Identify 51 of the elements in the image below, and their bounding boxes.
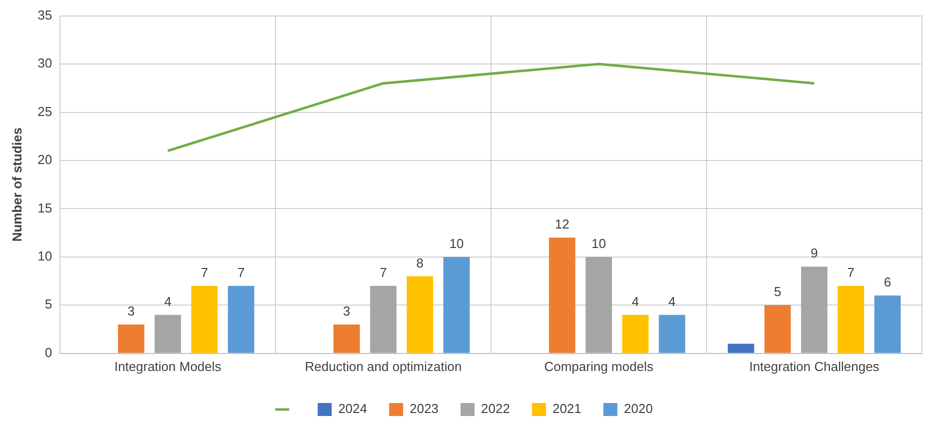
data-label: 4 [164, 294, 172, 309]
data-label: 7 [847, 264, 855, 280]
x-tick-label: Comparing models [544, 358, 654, 374]
data-label: 6 [884, 274, 892, 290]
x-tick-label: Integration Challenges [749, 358, 880, 374]
y-axis-title: Number of studies [9, 128, 24, 242]
bar [370, 286, 396, 353]
data-label: 8 [416, 255, 424, 270]
data-label: 10 [592, 236, 606, 252]
bar [406, 276, 434, 353]
bar [154, 314, 181, 353]
bar [118, 324, 144, 353]
bar [764, 305, 791, 353]
bar [658, 314, 686, 353]
y-tick-label: 25 [38, 104, 52, 119]
data-label: 10 [449, 236, 464, 252]
data-label: 7 [237, 264, 245, 280]
bar [443, 256, 470, 353]
bar [622, 314, 649, 353]
bar [838, 286, 864, 353]
data-label: 3 [343, 304, 350, 319]
y-tick-label: 0 [44, 344, 52, 360]
data-label: 9 [810, 246, 818, 261]
y-tick-label: 35 [38, 7, 52, 22]
y-tick-label: 15 [38, 200, 52, 216]
y-tick-label: 10 [38, 248, 52, 264]
bar [801, 266, 828, 353]
bar [874, 296, 901, 353]
bar [548, 238, 576, 353]
y-tick-label: 5 [44, 296, 52, 312]
x-tick-label: Integration Models [114, 358, 222, 374]
legend-label: 2022 [481, 401, 510, 416]
data-label: 12 [554, 216, 570, 232]
data-label: 3 [128, 304, 135, 319]
bar [228, 286, 254, 353]
y-tick-label: 20 [38, 152, 52, 168]
bar [728, 344, 754, 353]
data-label: 4 [632, 294, 640, 309]
data-label: 4 [668, 294, 676, 309]
legend-label: 2023 [410, 401, 439, 416]
bar [586, 256, 612, 353]
y-tick-label: 30 [38, 56, 52, 71]
data-label: 5 [774, 284, 782, 300]
legend-label: 2024 [338, 401, 368, 416]
x-tick-label: Reduction and optimization [304, 358, 462, 374]
data-label: 7 [380, 264, 387, 280]
legend-label: 2020 [624, 401, 653, 416]
bar [191, 286, 218, 353]
bar [333, 324, 360, 353]
legend-label: 2021 [552, 401, 582, 416]
data-label: 7 [200, 264, 208, 280]
